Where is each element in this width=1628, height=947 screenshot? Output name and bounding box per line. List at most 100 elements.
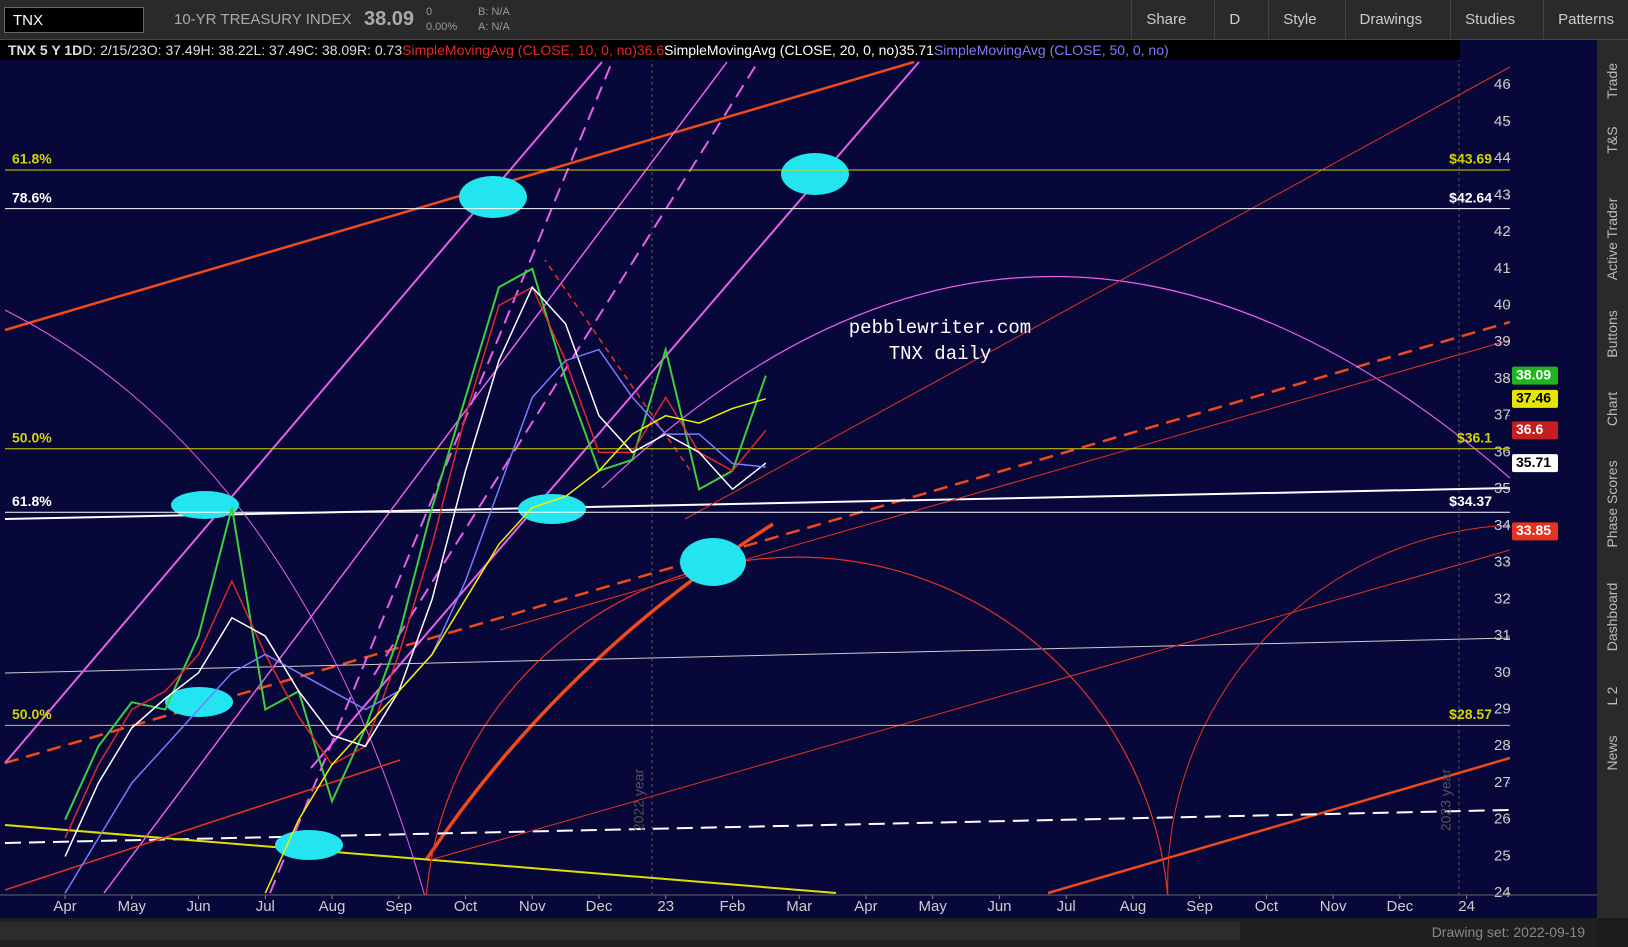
- chart: 24 25 26 27 28 29 30 31 32 33 34 35 36 37 38 39 40 41 42 43…: [0, 40, 1597, 918]
- highlight: [680, 538, 746, 586]
- x-tick-label: Jun: [186, 898, 210, 915]
- y-tick-label: 31: [1494, 627, 1511, 644]
- x-tick-label: Apr: [53, 898, 76, 915]
- arc: [1167, 524, 1510, 895]
- legend-header: H: 38.22: [201, 42, 254, 58]
- highlight: [459, 176, 527, 218]
- y-tick-label: 33: [1494, 554, 1511, 571]
- side-tab[interactable]: Trade: [1604, 62, 1620, 100]
- y-tick-label: 25: [1494, 847, 1511, 864]
- highlight: [781, 153, 849, 195]
- channel-line: [103, 61, 728, 894]
- y-tick-label: 35: [1494, 480, 1511, 497]
- toolbar-button[interactable]: D: [1214, 0, 1254, 40]
- side-tab[interactable]: News: [1604, 735, 1620, 771]
- side-tab[interactable]: L 2: [1604, 686, 1620, 706]
- toolbar-button[interactable]: Style: [1268, 0, 1330, 40]
- x-tick-label: Aug: [1120, 898, 1147, 915]
- x-tick-label: Sep: [1186, 898, 1213, 915]
- x-tick-label: Dec: [1387, 898, 1414, 915]
- legend-header: TNX 5 Y 1D: [8, 42, 82, 58]
- y-tick-label: 32: [1494, 590, 1511, 607]
- price-marker: [1512, 366, 1558, 385]
- annotation: pebblewriter.com: [849, 317, 1031, 339]
- drawing-set: Drawing set: 2022-09-19: [1431, 924, 1585, 940]
- price-marker-label: 35.71: [1516, 454, 1551, 470]
- y-tick-label: 45: [1494, 113, 1511, 130]
- y-tick-label: 28: [1494, 737, 1511, 754]
- side-tab[interactable]: Buttons: [1604, 310, 1620, 358]
- series-line: [264, 398, 767, 894]
- arc: [601, 275, 1510, 489]
- legend-value: 36.6: [637, 42, 664, 58]
- channel-line: [373, 61, 759, 676]
- toolbar-button[interactable]: Studies: [1450, 0, 1529, 40]
- side-tab[interactable]: T&S: [1604, 126, 1620, 154]
- x-tick-label: Jul: [256, 898, 275, 915]
- side-tab[interactable]: Active Trader: [1604, 197, 1620, 281]
- toolbar-button[interactable]: Share: [1131, 0, 1200, 40]
- change-pct: 0.00%: [426, 20, 458, 33]
- toolbar-button[interactable]: Drawings: [1344, 0, 1437, 40]
- fib-value-label: $34.37: [1449, 493, 1492, 509]
- x-tick-label: Mar: [786, 898, 812, 915]
- x-tick-label: 23: [657, 898, 674, 915]
- x-tick-label: May: [919, 898, 948, 915]
- price-marker-label: 33.85: [1516, 522, 1551, 538]
- ask: A: N/A: [478, 20, 510, 33]
- y-tick-label: 46: [1494, 76, 1511, 93]
- side-tab[interactable]: Dashboard: [1604, 582, 1620, 652]
- y-tick-label: 40: [1494, 297, 1511, 314]
- side-tab[interactable]: Chart: [1604, 391, 1620, 427]
- price-marker-label: 37.46: [1516, 390, 1551, 406]
- fib-label: 61.8%: [12, 151, 52, 167]
- arc: [4, 309, 426, 895]
- trend-line: [4, 809, 1510, 844]
- legend-header: R: 0.73: [357, 42, 402, 58]
- change-box: 0 0.00%: [426, 5, 478, 35]
- fib-value-label: $42.64: [1449, 189, 1492, 205]
- price-marker: [1512, 421, 1558, 440]
- side-tabs: Trade T&S Active Trader Buttons Chart Phase S…: [1597, 40, 1628, 918]
- highlight: [275, 830, 343, 860]
- y-tick-label: 37: [1494, 407, 1511, 424]
- trend-line: [499, 339, 1510, 631]
- legend-study: SimpleMovingAvg (CLOSE, 50, 0, no): [934, 42, 1169, 58]
- toolbar-buttons: Share D Style Drawings Studies Patterns: [1117, 0, 1628, 40]
- fib-label: 50.0%: [12, 706, 52, 722]
- y-tick-label: 43: [1494, 186, 1511, 203]
- fib-label: 78.6%: [12, 189, 52, 205]
- series-line: [64, 285, 767, 857]
- price-marker: [1512, 389, 1558, 408]
- scrollbar[interactable]: [0, 922, 1240, 940]
- x-tick-label: Dec: [586, 898, 613, 915]
- highlight: [171, 491, 239, 519]
- last-price: 38.09: [364, 8, 415, 30]
- bid: B: N/A: [478, 5, 510, 18]
- x-tick-label: Jul: [1057, 898, 1076, 915]
- price-marker: [1512, 454, 1558, 473]
- arc: [425, 556, 1169, 895]
- symbol-input[interactable]: TNX: [4, 6, 144, 33]
- highlight: [165, 687, 233, 717]
- trend-line: [4, 824, 837, 894]
- description: 10-YR TREASURY INDEX: [174, 11, 352, 28]
- legend-header: L: 37.49: [253, 42, 304, 58]
- legend-header: D: 2/15/23: [82, 42, 147, 58]
- y-tick-label: 27: [1494, 774, 1511, 791]
- legend-study: SimpleMovingAvg (CLOSE, 20, 0, no): [664, 42, 899, 58]
- x-tick-label: Aug: [319, 898, 346, 915]
- legend-header: O: 37.49: [147, 42, 201, 58]
- x-tick-label: May: [118, 898, 147, 915]
- trend-line: [684, 66, 1510, 520]
- x-tick-label: Apr: [854, 898, 877, 915]
- side-tab[interactable]: Phase Scores: [1604, 460, 1620, 548]
- trend-line: [544, 259, 691, 471]
- fib-value-label: $36.1: [1457, 429, 1492, 445]
- x-tick-label: Oct: [1255, 898, 1279, 915]
- legend-value: 35.71: [899, 42, 934, 58]
- price-marker: [1512, 522, 1558, 541]
- toolbar-button[interactable]: Patterns: [1543, 0, 1628, 40]
- y-tick-label: 38: [1494, 370, 1511, 387]
